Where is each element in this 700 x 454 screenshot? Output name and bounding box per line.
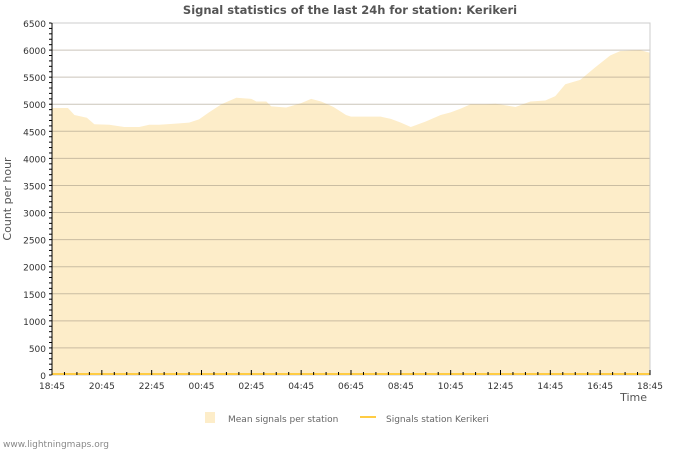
x-tick-label: 22:45: [139, 382, 165, 392]
legend-label-mean: Mean signals per station: [228, 415, 338, 425]
y-tick-label: 3500: [23, 182, 46, 192]
legend-swatch-mean: [205, 412, 215, 423]
y-tick-label: 0: [40, 372, 46, 382]
x-tick-label: 10:45: [438, 382, 464, 392]
y-tick-label: 4000: [23, 155, 46, 165]
x-axis-label: Time: [619, 391, 647, 404]
y-tick-label: 5000: [23, 101, 46, 111]
y-tick-label: 3000: [23, 210, 46, 220]
y-tick-label: 2500: [23, 237, 46, 247]
x-tick-label: 00:45: [189, 382, 215, 392]
x-tick-label: 02:45: [238, 382, 264, 392]
x-tick-label: 06:45: [338, 382, 364, 392]
x-tick-label: 18:45: [39, 382, 65, 392]
y-tick-label: 500: [29, 345, 46, 355]
x-tick-label: 20:45: [89, 382, 115, 392]
y-axis-label: Count per hour: [1, 157, 14, 241]
x-tick-label: 14:45: [537, 382, 563, 392]
y-tick-label: 6500: [23, 20, 46, 30]
x-tick-label: 04:45: [288, 382, 314, 392]
x-tick-label: 08:45: [388, 382, 414, 392]
footer-credit: www.lightningmaps.org: [3, 440, 109, 450]
legend-swatch-station: [360, 416, 376, 418]
y-tick-label: 4500: [23, 128, 46, 138]
y-tick-label: 6000: [23, 47, 46, 57]
legend: Mean signals per station Signals station…: [205, 412, 489, 425]
y-tick-label: 1500: [23, 291, 46, 301]
y-tick-label: 5500: [23, 74, 46, 84]
y-tick-label: 1000: [23, 318, 46, 328]
chart-title: Signal statistics of the last 24h for st…: [183, 3, 517, 17]
x-tick-label: 18:45: [637, 382, 663, 392]
legend-label-station: Signals station Kerikeri: [386, 415, 489, 425]
x-tick-label: 16:45: [587, 382, 613, 392]
y-tick-label: 2000: [23, 264, 46, 274]
x-tick-label: 12:45: [488, 382, 514, 392]
